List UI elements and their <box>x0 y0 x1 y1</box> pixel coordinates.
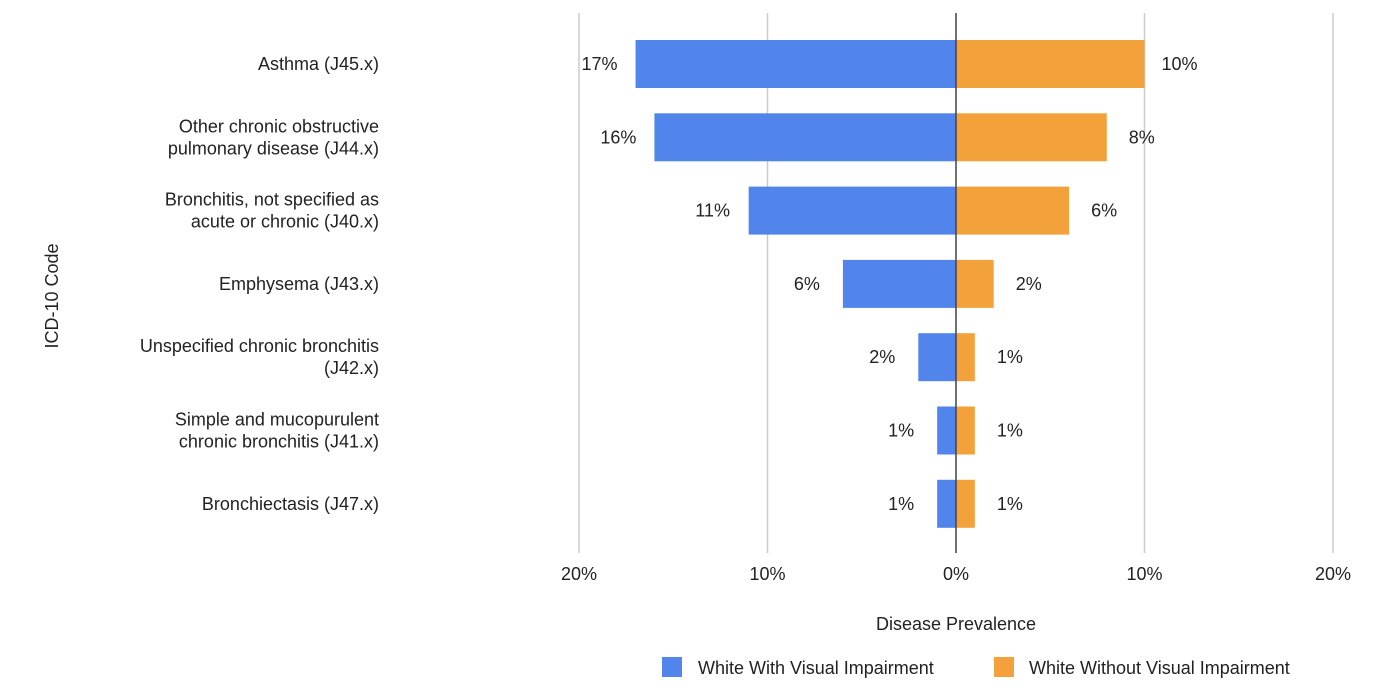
legend-swatch-without-vi <box>994 657 1014 677</box>
category-label-line: acute or chronic (J40.x) <box>191 212 379 232</box>
category-label: Emphysema (J43.x) <box>219 274 379 294</box>
category-label-line: chronic bronchitis (J41.x) <box>179 432 379 452</box>
bar-with-vi <box>937 406 956 455</box>
x-tick-label: 20% <box>1315 564 1351 584</box>
data-label-without-vi: 1% <box>997 347 1023 367</box>
bar-without-vi <box>956 259 994 308</box>
data-label-with-vi: 11% <box>695 201 730 221</box>
bar-with-vi <box>918 333 956 382</box>
data-labels: 17% 10% 16% 8% 11% 6% 6% 2% 2% 1% 1% 1% 1% 1% <box>582 54 1198 514</box>
legend-label-with-vi: White With Visual Impairment <box>698 658 934 678</box>
category-label-line: (J42.x) <box>324 358 379 378</box>
legend: White With Visual Impairment White Witho… <box>662 657 1290 678</box>
bar-with-vi <box>842 259 956 308</box>
y-axis-title: ICD-10 Code <box>42 243 62 348</box>
category-label-line: Bronchiectasis (J47.x) <box>202 494 379 514</box>
legend-swatch-with-vi <box>662 657 682 677</box>
bars <box>635 40 1145 528</box>
bar-without-vi <box>956 406 975 455</box>
category-label: Simple and mucopurulent chronic bronchiti… <box>175 410 379 452</box>
data-label-with-vi: 1% <box>888 494 914 514</box>
category-label: Bronchiectasis (J47.x) <box>202 494 379 514</box>
category-label-line: Bronchitis, not specified as <box>165 190 379 210</box>
category-label-line: Unspecified chronic bronchitis <box>140 336 379 356</box>
data-label-without-vi: 2% <box>1016 274 1042 294</box>
x-tick-labels: 20% 10% 0% 10% 20% <box>561 564 1351 584</box>
data-label-without-vi: 6% <box>1091 201 1117 221</box>
gridlines <box>578 13 1334 553</box>
bar-without-vi <box>956 186 1070 235</box>
bar-without-vi <box>956 113 1107 162</box>
category-label: Other chronic obstructive pulmonary disea… <box>168 116 379 158</box>
category-label-line: Asthma (J45.x) <box>258 54 379 74</box>
category-label-line: Simple and mucopurulent <box>175 410 379 430</box>
data-label-without-vi: 1% <box>997 421 1023 441</box>
category-label-line: Other chronic obstructive <box>179 116 379 136</box>
data-label-without-vi: 10% <box>1161 54 1197 74</box>
data-label-without-vi: 1% <box>997 494 1023 514</box>
x-tick-label: 10% <box>1126 564 1162 584</box>
category-label-line: pulmonary disease (J44.x) <box>168 138 379 158</box>
bar-without-vi <box>956 333 975 382</box>
x-axis-title: Disease Prevalence <box>876 614 1036 634</box>
data-label-with-vi: 6% <box>794 274 820 294</box>
data-label-without-vi: 8% <box>1129 127 1155 147</box>
bar-with-vi <box>748 186 956 235</box>
category-label: Bronchitis, not specified as acute or chr… <box>165 190 379 232</box>
bar-with-vi <box>635 40 956 88</box>
data-label-with-vi: 1% <box>888 421 914 441</box>
data-label-with-vi: 2% <box>869 347 895 367</box>
x-tick-label: 20% <box>561 564 597 584</box>
bar-without-vi <box>956 40 1145 88</box>
category-label-line: Emphysema (J43.x) <box>219 274 379 294</box>
legend-label-without-vi: White Without Visual Impairment <box>1029 658 1290 678</box>
bar-with-vi <box>654 113 956 162</box>
data-label-with-vi: 16% <box>600 127 636 147</box>
x-tick-label: 10% <box>749 564 785 584</box>
bar-without-vi <box>956 479 975 528</box>
category-labels: Asthma (J45.x) Other chronic obstructive p… <box>140 54 379 514</box>
category-label: Asthma (J45.x) <box>258 54 379 74</box>
category-label: Unspecified chronic bronchitis (J42.x) <box>140 336 379 378</box>
bar-with-vi <box>937 479 956 528</box>
data-label-with-vi: 17% <box>582 54 618 74</box>
x-tick-label: 0% <box>943 564 969 584</box>
